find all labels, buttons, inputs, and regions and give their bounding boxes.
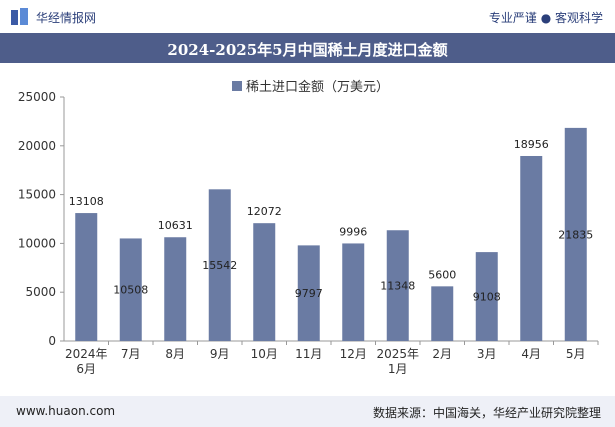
x-tick-label: 3月: [477, 347, 497, 361]
tagline: 专业严谨 ● 客观科学: [488, 11, 603, 25]
bar: [475, 252, 498, 341]
y-tick-label: 0: [48, 334, 56, 348]
bar: [164, 237, 187, 341]
huajing-logo-icon: [11, 8, 28, 25]
data-source: 数据来源：中国海关，华经产业研究院整理: [372, 406, 601, 420]
x-tick-label: 12月: [340, 347, 367, 361]
website-url[interactable]: www.huaon.com: [16, 404, 116, 418]
bar: [564, 127, 587, 341]
title-bar: [0, 33, 615, 63]
bar: [520, 155, 543, 341]
data-label: 18956: [514, 138, 549, 151]
x-tick-label: 2024年 6月: [65, 347, 108, 376]
data-label: 13108: [69, 195, 104, 208]
y-tick-label: 25000: [18, 90, 56, 104]
x-tick-label: 8月: [165, 347, 185, 361]
x-tick-label: 11月: [295, 347, 322, 361]
data-label: 9996: [339, 225, 367, 238]
x-tick-label: 4月: [521, 347, 541, 361]
chart-legend: 稀土进口金额（万美元）: [232, 76, 389, 95]
legend-label: 稀土进口金额（万美元）: [246, 80, 390, 95]
bar: [253, 223, 276, 341]
bar: [431, 286, 454, 341]
data-label: 12072: [247, 205, 282, 218]
data-label: 5600: [428, 268, 456, 281]
x-tick-label: 5月: [566, 347, 586, 361]
data-label: 11348: [380, 280, 415, 293]
x-tick-label: 7月: [121, 347, 141, 361]
x-tick-label: 2月: [432, 347, 452, 361]
data-label: 10631: [158, 219, 193, 232]
x-tick-label: 2025年 1月: [376, 347, 419, 376]
bar: [342, 243, 365, 341]
y-tick-label: 5000: [25, 285, 56, 299]
x-tick-label: 9月: [210, 347, 230, 361]
y-tick-label: 15000: [18, 188, 56, 202]
footer-bar: [0, 396, 615, 427]
data-label: 9108: [473, 291, 501, 304]
bar: [386, 230, 409, 341]
bar: [208, 189, 231, 341]
bar: [75, 213, 98, 341]
top-bar: 华经情报网 专业严谨 ● 客观科学: [0, 0, 615, 33]
legend-swatch: [232, 81, 242, 91]
y-tick-label: 20000: [18, 139, 56, 153]
bar: [297, 245, 320, 341]
brand-name: 华经情报网: [36, 11, 97, 25]
chart-title: 2024-2025年5月中国稀土月度进口金额: [167, 41, 448, 59]
data-label: 9797: [295, 287, 323, 300]
data-label: 21835: [558, 228, 593, 241]
data-label: 10508: [113, 284, 148, 297]
bar: [119, 238, 142, 341]
x-tick-label: 10月: [251, 347, 278, 361]
data-label: 15542: [202, 259, 237, 272]
y-tick-label: 10000: [18, 236, 56, 250]
